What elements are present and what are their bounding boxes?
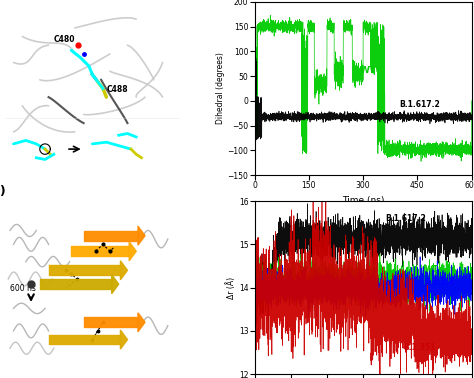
- Text: 600 ns: 600 ns: [10, 284, 36, 293]
- Polygon shape: [138, 313, 145, 332]
- Text: B.1.617.2: B.1.617.2: [399, 100, 440, 109]
- Text: WT: WT: [359, 66, 375, 74]
- X-axis label: Time (ns): Time (ns): [342, 196, 384, 205]
- Polygon shape: [120, 330, 128, 349]
- Text: B.1.351: B.1.351: [403, 343, 435, 352]
- Polygon shape: [112, 275, 118, 294]
- Text: C488: C488: [107, 85, 128, 94]
- Text: B.1.617.2: B.1.617.2: [385, 214, 426, 223]
- Text: C480: C480: [54, 35, 75, 44]
- Polygon shape: [120, 261, 128, 280]
- Text: B.1.1.7: B.1.1.7: [425, 279, 455, 287]
- Polygon shape: [129, 242, 136, 261]
- Y-axis label: Dihedral (degrees): Dihedral (degrees): [216, 53, 225, 124]
- Text: b): b): [0, 184, 6, 198]
- Y-axis label: Δr (Å): Δr (Å): [226, 277, 236, 299]
- Polygon shape: [138, 226, 145, 245]
- Text: WT: WT: [425, 265, 438, 274]
